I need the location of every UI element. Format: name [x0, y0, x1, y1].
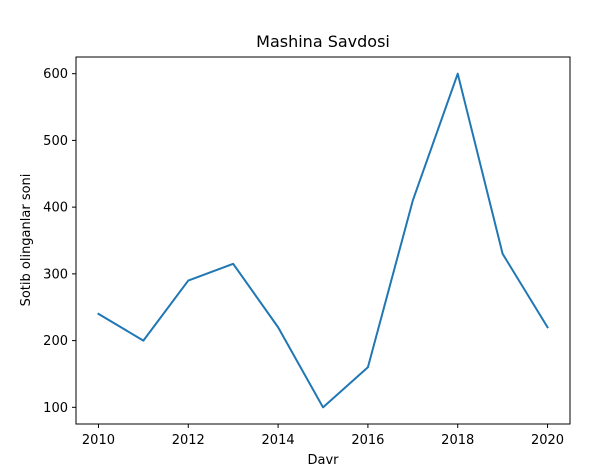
series-line [97, 72, 549, 409]
x-tick-label: 2020 [531, 433, 564, 448]
data-point-2010 [97, 313, 99, 315]
y-axis-ticks: 100 200 300 400 500 600 [43, 67, 76, 416]
y-tick-label: 500 [43, 134, 68, 149]
y-tick-label: 200 [43, 334, 68, 349]
data-points [97, 73, 548, 409]
data-point-2017 [412, 199, 414, 201]
x-tick-label: 2016 [351, 433, 384, 448]
data-point-2016 [367, 366, 369, 368]
x-tick-label: 2018 [441, 433, 474, 448]
plot-area [97, 72, 549, 409]
x-tick-label: 2014 [262, 433, 295, 448]
data-point-2012 [187, 280, 189, 282]
data-point-2014 [277, 326, 279, 328]
data-point-2015 [322, 406, 324, 408]
y-tick-label: 400 [43, 201, 68, 216]
x-axis-label: Davr [307, 453, 339, 468]
data-point-2020 [547, 326, 549, 328]
data-point-2018 [457, 73, 459, 75]
data-point-2019 [502, 253, 504, 255]
x-tick-label: 2010 [82, 433, 115, 448]
data-point-2011 [142, 340, 144, 342]
chart-title: Mashina Savdosi [256, 32, 390, 51]
x-tick-label: 2012 [172, 433, 205, 448]
data-point-2013 [232, 263, 234, 265]
x-axis-ticks: 2010 2012 2014 2016 2018 2020 [82, 424, 564, 448]
y-tick-label: 100 [43, 401, 68, 416]
y-axis-label: Sotib olinganlar soni [19, 174, 34, 307]
axes-frame [75, 56, 571, 425]
y-tick-label: 300 [43, 267, 68, 282]
y-tick-label: 600 [43, 67, 68, 82]
